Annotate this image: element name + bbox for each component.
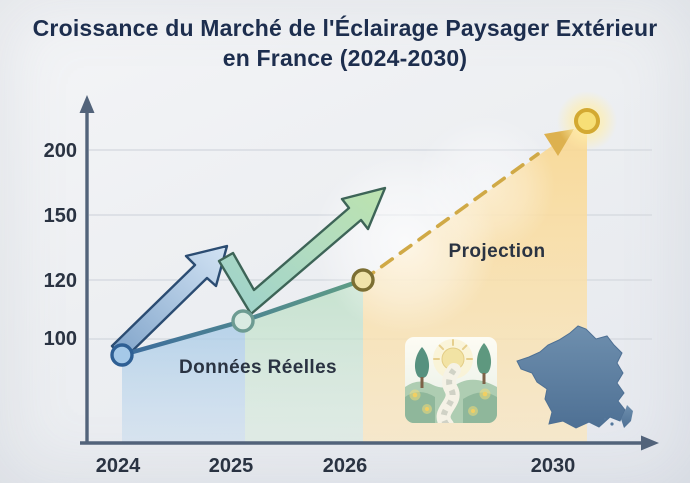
x-tick-2024: 2024: [96, 455, 141, 477]
france-map-icon: [516, 325, 633, 429]
x-tick-2025: 2025: [209, 455, 254, 477]
y-tick-150: 150: [44, 205, 77, 227]
annotation-projection: Projection: [449, 241, 546, 262]
data-point-2025: [231, 309, 255, 333]
corsica-shape: [621, 405, 633, 428]
annotation-real-data: Données Réelles: [179, 357, 337, 378]
data-point-2026: [351, 268, 375, 292]
y-tick-120: 120: [44, 270, 77, 292]
axes: [79, 95, 659, 451]
x-tick-2026: 2026: [323, 455, 368, 477]
projection-dashed-line: [361, 152, 540, 282]
x-axis-arrow-icon: [641, 435, 659, 451]
growth-arrow-green-icon: [217, 186, 387, 316]
area-real-2024-2025: [122, 322, 245, 443]
x-tick-2030: 2030: [531, 455, 576, 477]
y-tick-200: 200: [44, 140, 77, 162]
data-point-2030: [574, 108, 600, 134]
data-point-2024: [110, 343, 134, 367]
garden-path-lighting-illustration-icon: [405, 337, 497, 423]
glow-highlight: [415, 115, 555, 255]
area-real-2025-2026: [245, 280, 363, 443]
y-axis-arrow-icon: [79, 95, 95, 113]
chart-title: Croissance du Marché de l'Éclairage Pays…: [32, 15, 658, 71]
y-tick-100: 100: [44, 328, 77, 350]
